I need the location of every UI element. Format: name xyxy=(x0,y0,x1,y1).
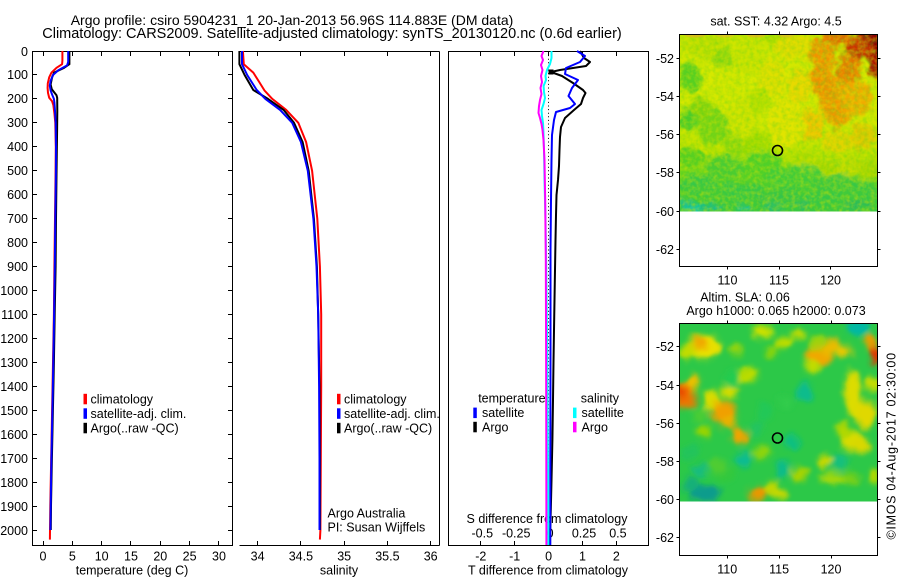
svg-text:-2: -2 xyxy=(475,549,486,563)
svg-text:PI: Susan Wijffels: PI: Susan Wijffels xyxy=(328,521,426,535)
svg-text:0: 0 xyxy=(21,45,28,59)
svg-text:satellite: satellite xyxy=(482,406,524,420)
svg-text:T difference from climatology: T difference from climatology xyxy=(468,563,629,577)
svg-text:700: 700 xyxy=(7,212,28,226)
svg-text:0: 0 xyxy=(40,549,47,563)
svg-text:300: 300 xyxy=(7,116,28,130)
svg-text:climatology: climatology xyxy=(91,392,154,406)
svg-text:Argo Australia: Argo Australia xyxy=(328,507,406,521)
svg-text:temperature: temperature xyxy=(478,391,545,405)
svg-text:600: 600 xyxy=(7,188,28,202)
svg-text:satellite-adj. clim.: satellite-adj. clim. xyxy=(344,407,440,421)
svg-text:115: 115 xyxy=(769,562,789,576)
svg-text:5: 5 xyxy=(69,549,76,563)
svg-text:climatology: climatology xyxy=(344,392,407,406)
svg-text:sat. SST: 4.32 Argo: 4.5: sat. SST: 4.32 Argo: 4.5 xyxy=(710,14,841,28)
svg-text:1500: 1500 xyxy=(0,404,28,418)
svg-text:Argo(..raw -QC): Argo(..raw -QC) xyxy=(344,421,432,435)
svg-text:-56: -56 xyxy=(656,128,674,142)
svg-text:2: 2 xyxy=(613,549,620,563)
svg-text:0: 0 xyxy=(545,549,552,563)
svg-text:salinity: salinity xyxy=(581,391,620,405)
svg-text:satellite-adj. clim.: satellite-adj. clim. xyxy=(91,407,187,421)
svg-text:35.5: 35.5 xyxy=(375,549,399,563)
svg-text:-56: -56 xyxy=(656,417,674,431)
svg-text:200: 200 xyxy=(7,92,28,106)
svg-text:34: 34 xyxy=(251,549,265,563)
svg-text:-60: -60 xyxy=(656,205,674,219)
svg-text:Climatology: CARS2009. Satelli: Climatology: CARS2009. Satellite-adjuste… xyxy=(42,26,622,42)
svg-text:115: 115 xyxy=(769,273,789,287)
svg-text:900: 900 xyxy=(7,260,28,274)
svg-text:-54: -54 xyxy=(656,90,674,104)
svg-text:2000: 2000 xyxy=(0,524,28,538)
svg-text:1100: 1100 xyxy=(1,308,28,322)
svg-text:Argo profile: csiro 5904231_1: Argo profile: csiro 5904231_1 20-Jan-201… xyxy=(71,12,514,28)
svg-text:Argo(..raw -QC): Argo(..raw -QC) xyxy=(91,421,179,435)
svg-text:-0.5: -0.5 xyxy=(472,526,494,540)
svg-text:Argo: Argo xyxy=(582,420,608,434)
svg-text:temperature (deg C): temperature (deg C) xyxy=(76,563,189,577)
svg-text:0.25: 0.25 xyxy=(572,526,596,540)
svg-text:1600: 1600 xyxy=(0,428,28,442)
svg-text:-1: -1 xyxy=(509,549,520,563)
svg-text:0.5: 0.5 xyxy=(609,526,626,540)
svg-text:15: 15 xyxy=(124,549,138,563)
svg-text:20: 20 xyxy=(153,549,167,563)
svg-text:500: 500 xyxy=(7,164,28,178)
svg-text:36: 36 xyxy=(424,549,438,563)
svg-text:25: 25 xyxy=(183,549,197,563)
svg-text:1400: 1400 xyxy=(0,380,28,394)
svg-text:1900: 1900 xyxy=(0,500,28,514)
svg-text:1800: 1800 xyxy=(0,476,28,490)
svg-text:110: 110 xyxy=(717,562,737,576)
svg-text:35: 35 xyxy=(337,549,351,563)
svg-text:©IMOS 04-Aug-2017 02:30:00: ©IMOS 04-Aug-2017 02:30:00 xyxy=(885,352,899,539)
svg-text:salinity: salinity xyxy=(320,563,359,577)
svg-text:1700: 1700 xyxy=(0,452,28,466)
svg-text:120: 120 xyxy=(821,562,842,576)
svg-text:-0.25: -0.25 xyxy=(502,526,531,540)
svg-text:-58: -58 xyxy=(656,455,674,469)
svg-text:10: 10 xyxy=(95,549,109,563)
svg-text:34.5: 34.5 xyxy=(289,549,313,563)
svg-text:-54: -54 xyxy=(656,379,674,393)
svg-text:100: 100 xyxy=(7,68,28,82)
svg-text:400: 400 xyxy=(7,140,28,154)
svg-text:800: 800 xyxy=(7,236,28,250)
svg-text:1300: 1300 xyxy=(0,356,28,370)
svg-text:-62: -62 xyxy=(656,531,674,545)
svg-text:Argo: Argo xyxy=(482,420,508,434)
svg-text:-52: -52 xyxy=(656,340,674,354)
svg-text:-58: -58 xyxy=(656,166,674,180)
svg-text:110: 110 xyxy=(718,273,738,287)
svg-text:satellite: satellite xyxy=(582,406,624,420)
svg-text:30: 30 xyxy=(212,549,226,563)
svg-text:Argo h1000: 0.065 h2000: 0.073: Argo h1000: 0.065 h2000: 0.073 xyxy=(686,304,865,318)
svg-text:120: 120 xyxy=(820,273,841,287)
svg-text:-52: -52 xyxy=(656,52,674,66)
svg-text:1: 1 xyxy=(579,549,586,563)
svg-text:Altim. SLA: 0.06: Altim. SLA: 0.06 xyxy=(700,290,790,304)
svg-text:-60: -60 xyxy=(656,493,674,507)
svg-text:1200: 1200 xyxy=(0,332,28,346)
svg-text:1000: 1000 xyxy=(0,284,28,298)
svg-text:-62: -62 xyxy=(656,243,674,257)
